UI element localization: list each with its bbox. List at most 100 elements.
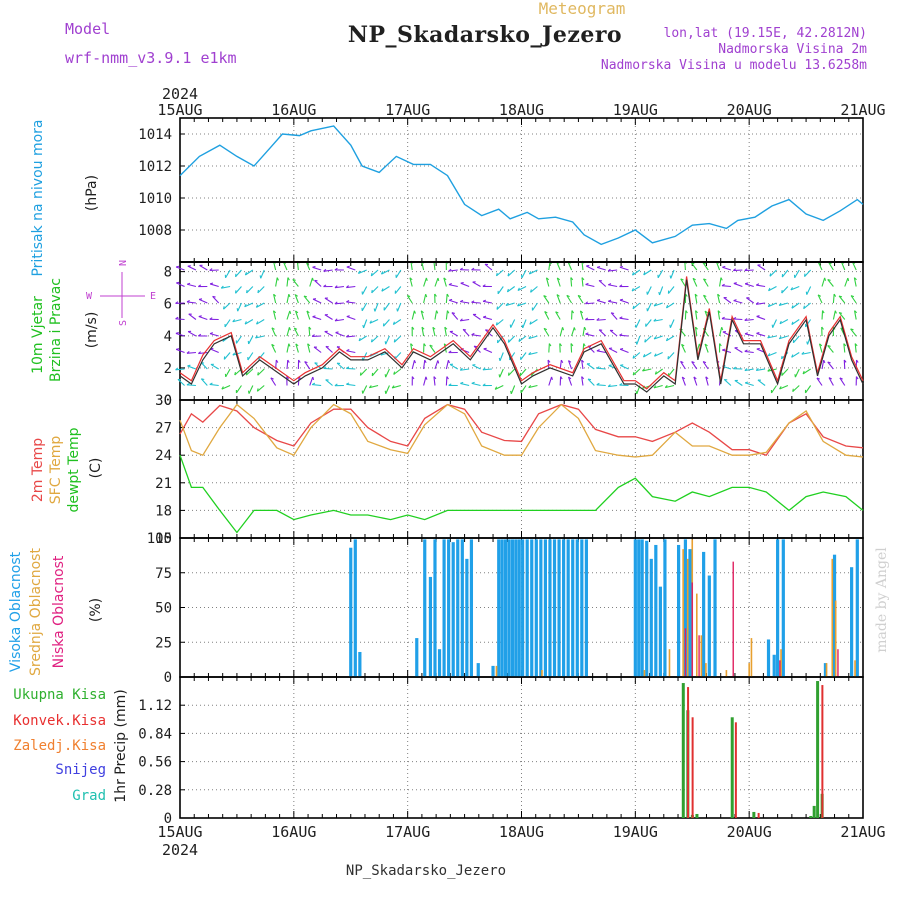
wind-arrow-head	[187, 282, 191, 285]
wind-arrow-head	[295, 343, 299, 347]
wind-arrow	[704, 343, 709, 353]
wind-arrow-head	[447, 360, 450, 364]
wind-arrow	[528, 384, 538, 389]
wind-compass: W E N S	[86, 260, 156, 326]
wind-arrow-head	[209, 268, 213, 271]
wind-arrow	[620, 364, 629, 370]
wind-arrow-head	[334, 301, 338, 305]
year-label-top: 2024	[162, 85, 198, 103]
cloud-high-bar	[423, 539, 427, 677]
wind-gust-line	[179, 276, 864, 390]
wind-arrow	[282, 261, 288, 271]
wind-arrow-head	[817, 294, 822, 297]
wind-arrow	[817, 294, 823, 304]
wind-arrow	[518, 335, 527, 342]
wind-arrow-head	[334, 285, 338, 289]
wind-arrow-head	[566, 294, 570, 298]
wind-arrow-head	[839, 311, 843, 314]
wind-arrow	[705, 376, 709, 386]
wind-arrow	[803, 302, 811, 310]
wind-arrow	[361, 302, 368, 312]
wind-arrow	[838, 295, 846, 304]
wind-arrow	[792, 385, 800, 393]
wind-arrow	[314, 280, 322, 287]
temperature-panel: 30 27 24 21 18 15	[155, 393, 864, 547]
wind-arrow	[827, 361, 834, 370]
wind-arrow-head	[411, 326, 415, 330]
wind-arrow-head	[287, 359, 290, 363]
wind-arrow	[806, 286, 812, 295]
wind-arrow	[358, 335, 367, 342]
top-date-label: 19AUG	[613, 101, 658, 119]
wind-arrow	[258, 352, 265, 360]
wind-arrow-head	[581, 277, 585, 281]
wind-arrow	[346, 301, 356, 304]
wind-arrow	[485, 329, 493, 337]
wind-arrow-head	[346, 315, 350, 318]
wind-arrow	[794, 368, 800, 378]
wind-arrow-head	[695, 326, 698, 330]
wind-arrow	[659, 286, 664, 296]
wind-arrow	[508, 368, 516, 376]
wind-arrow	[313, 346, 322, 353]
wind-arrow-head	[551, 376, 553, 380]
wind-arrow-head	[425, 294, 428, 298]
wind-arrow-head	[255, 304, 259, 308]
wind-arrow	[577, 295, 584, 304]
cloud-low-bar	[779, 660, 781, 677]
wind-arrow-head	[580, 310, 584, 314]
wind-arrow-head	[270, 377, 274, 380]
wind-arrow-head	[643, 271, 646, 276]
wind-arrow	[324, 297, 333, 304]
wind-arrow	[482, 300, 493, 304]
wind-arrow-head	[529, 321, 532, 325]
wind-arrow	[528, 335, 538, 340]
wind-arrow	[293, 327, 299, 337]
wind-arrow	[471, 382, 481, 387]
wind-arrow-head	[369, 320, 372, 324]
wind-arrow-head	[346, 366, 350, 369]
wind-arrow	[619, 266, 629, 271]
wind-arrow	[209, 333, 219, 337]
cloud-mid-bar	[725, 670, 728, 677]
wind-tick-label: 2	[164, 361, 172, 377]
wind-arrow	[568, 376, 573, 386]
wind-arrow-head	[429, 344, 433, 347]
top-date-label: 17AUG	[385, 101, 430, 119]
wind-arrow-head	[755, 367, 759, 371]
wind-arrow	[570, 277, 573, 287]
wind-arrow	[828, 262, 834, 271]
cloud-high-bar	[503, 539, 508, 677]
wind-arrow-head	[568, 360, 572, 363]
wind-arrow	[460, 368, 470, 371]
wind-arrow-head	[665, 304, 669, 309]
wind-arrow	[471, 334, 481, 337]
cloud-high-bar	[469, 539, 474, 677]
wind-arrow-head	[308, 326, 312, 330]
wind-arrow	[295, 310, 299, 320]
wind-arrow-head	[257, 372, 259, 376]
cloud-low-bar	[691, 582, 693, 677]
compass-e: E	[150, 291, 156, 302]
wind-arrow-head	[653, 318, 657, 322]
station-title: NP_Skadarsko_Jezero	[348, 22, 622, 48]
wind-arrow	[309, 376, 314, 386]
wind-arrow-head	[451, 312, 455, 314]
wind-arrow-head	[568, 376, 572, 380]
wind-arrow-head	[273, 310, 277, 314]
wind-arrow-head	[446, 310, 450, 314]
wind-arrow	[312, 298, 322, 304]
lonlat-label: lon,lat (19.15E, 42.2812N)	[664, 26, 868, 41]
wind-arrow	[840, 261, 846, 271]
wind-arrow-head	[733, 299, 737, 302]
dewpoint-line	[179, 454, 864, 534]
cloud-low-title: Niska Oblacnost	[51, 555, 67, 668]
cloud-high-bar	[476, 663, 480, 677]
wind-arrow	[370, 269, 379, 277]
wind-arrow	[380, 351, 390, 356]
cloud-panel: 100 75 50 25 0	[147, 531, 864, 686]
wind-arrow	[260, 269, 265, 279]
wind-arrow-head	[839, 377, 843, 380]
wind-arrow-head	[311, 334, 315, 337]
wind-arrow	[209, 383, 219, 387]
